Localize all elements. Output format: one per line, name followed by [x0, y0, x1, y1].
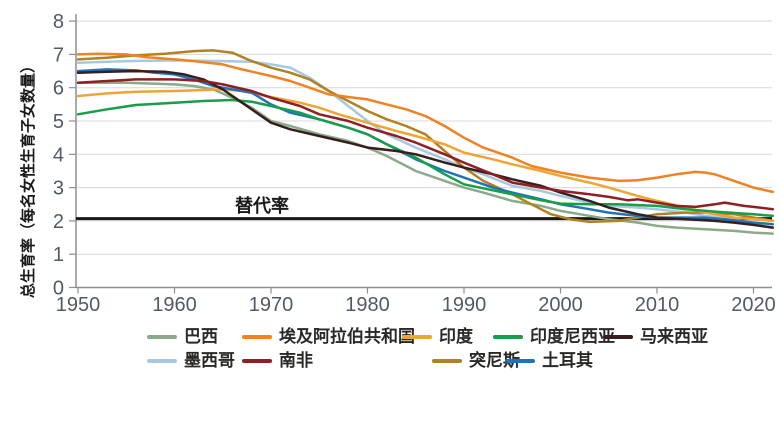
line-brazil	[76, 81, 775, 235]
line-mexico	[76, 59, 775, 229]
legend-swatch-tunisia	[432, 359, 462, 363]
legend-label-india: 印度	[439, 327, 473, 346]
legend-label-mexico: 墨西哥	[184, 351, 235, 370]
legend-label-turkey: 土耳其	[542, 351, 593, 370]
legend-swatch-brazil	[147, 335, 177, 339]
axis-labels: 0 1 2 3 4 5 6 7 8 1950 1960 1970 1980 1990 2000 2010 202…	[53, 11, 776, 316]
line-chart-canvas: 0 1 2 3 4 5 6 7 8 1950 1960 1970 1980 1990 2000 2010 202…	[19, 11, 776, 316]
x-tick-label-2020: 2020	[731, 294, 776, 316]
y-tick-label-3: 3	[53, 178, 64, 200]
legend-item-india: 印度	[402, 327, 473, 347]
legend-item-egypt: 埃及阿拉伯共和国	[242, 327, 415, 347]
x-tick-label-2010: 2010	[635, 294, 680, 316]
legend-item-malaysia: 马来西亚	[603, 327, 708, 347]
y-tick-label-1: 1	[53, 244, 64, 266]
legend-label-tunisia: 突尼斯	[469, 351, 520, 370]
y-tick-label-2: 2	[53, 211, 64, 233]
y-axis-title: 总生育率（每名女性生育子女数量）	[19, 58, 37, 298]
legend-swatch-mexico	[147, 359, 177, 363]
line-india	[76, 88, 775, 223]
legend-item-turkey: 土耳其	[505, 351, 593, 371]
legend-swatch-turkey	[505, 359, 535, 363]
legend-label-brazil: 巴西	[184, 327, 218, 346]
legend-swatch-india	[402, 335, 432, 339]
legend-label-south-africa: 南非	[279, 351, 313, 370]
x-tick-label-1950: 1950	[56, 294, 101, 316]
legend-label-malaysia: 马来西亚	[640, 327, 708, 346]
y-tick-label-5: 5	[53, 111, 64, 133]
x-tick-label-2000: 2000	[538, 294, 583, 316]
y-tick-label-4: 4	[53, 144, 64, 166]
legend-item-south-africa: 南非	[242, 351, 313, 371]
legend-item-mexico: 墨西哥	[147, 351, 235, 371]
x-tick-label-1960: 1960	[152, 294, 197, 316]
y-tick-label-7: 7	[53, 44, 64, 66]
legend-item-indonesia: 印度尼西亚	[493, 327, 615, 347]
legend-swatch-malaysia	[603, 335, 633, 339]
legend-item-tunisia: 突尼斯	[432, 351, 520, 371]
line-egypt	[76, 52, 775, 194]
y-tick-label-6: 6	[53, 78, 64, 100]
gridlines	[76, 20, 772, 255]
replacement-rate-label: 替代率	[235, 195, 289, 216]
axes	[69, 14, 772, 294]
line-indonesia	[76, 98, 775, 218]
legend-swatch-egypt	[242, 335, 272, 339]
legend-label-egypt: 埃及阿拉伯共和国	[279, 327, 415, 346]
line-malaysia	[76, 69, 775, 229]
y-tick-label-8: 8	[53, 11, 64, 33]
legend-swatch-south-africa	[242, 359, 272, 363]
series-lines	[76, 49, 775, 235]
x-tick-label-1970: 1970	[249, 294, 294, 316]
legend-label-indonesia: 印度尼西亚	[530, 327, 615, 346]
y-tick-label-0: 0	[53, 278, 64, 300]
legend-swatch-indonesia	[493, 335, 523, 339]
legend-item-brazil: 巴西	[147, 327, 218, 347]
x-tick-label-1990: 1990	[442, 294, 487, 316]
line-south-africa	[76, 78, 775, 211]
x-tick-label-1980: 1980	[345, 294, 390, 316]
